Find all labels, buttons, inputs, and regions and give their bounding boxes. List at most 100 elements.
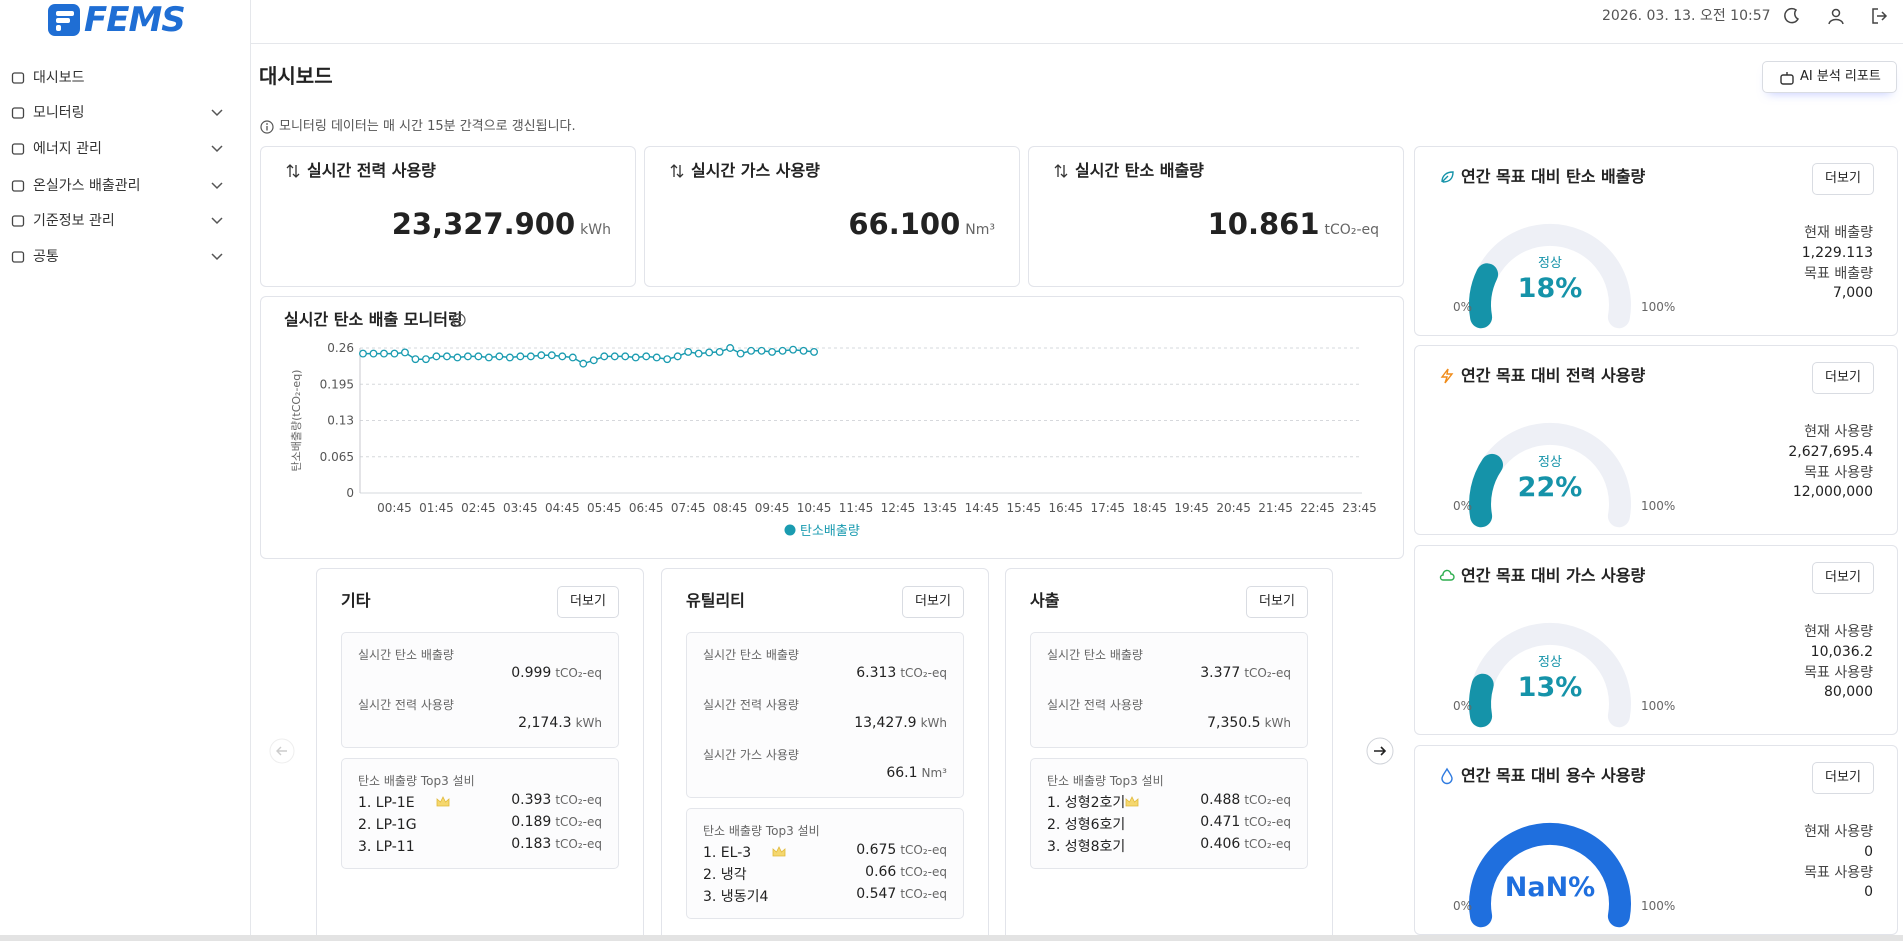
crown-icon (772, 846, 786, 857)
top3-value-row: 0.471 tCO₂-eq (1200, 814, 1291, 836)
metric-value: 3.377 (1200, 665, 1241, 681)
goal-icon (1440, 368, 1454, 384)
zone-metrics: 실시간 탄소 배출량 3.377 tCO₂-eq 실시간 전력 사용량 7,350.5 k… (1030, 632, 1308, 748)
zone-top3: 탄소 배출량 Top3 설비 1. EL-3 0.675 tCO₂-eq 2. 냉각 0.… (686, 808, 964, 919)
data-point (526, 352, 535, 361)
menu-chevron-part (211, 182, 223, 190)
chart-card (260, 296, 1404, 559)
goal-current-label: 현재 사용량 (1804, 823, 1873, 840)
top3-unit: tCO₂-eq (1244, 837, 1291, 851)
ai-report-label[interactable]: AI 분석 리포트 (1800, 69, 1881, 85)
gauge-status: 정상 (1538, 455, 1562, 470)
kpi-unit: tCO₂-eq (1324, 222, 1379, 238)
goal-current-label: 현재 사용량 (1804, 423, 1873, 440)
goal-current: 1,229.113 (1801, 244, 1873, 261)
goal-more-button[interactable]: 더보기 (1812, 163, 1874, 195)
info-icon (260, 120, 274, 134)
header-datetime: 2026. 03. 13. 오전 10:57 (1602, 7, 1771, 24)
kpi-card: 실시간 가스 사용량 66.100 Nm³ (644, 146, 1020, 287)
menu-item[interactable]: 온실가스 배출관리 (33, 177, 141, 194)
menu-chevron (211, 182, 223, 190)
gauge-track (1469, 822, 1631, 928)
top3-value: 0.471 (1200, 814, 1241, 830)
data-point (621, 352, 630, 361)
logo-icon (48, 4, 80, 36)
top3-name: 3. LP-11 (358, 838, 415, 855)
top3-value: 0.547 (856, 886, 897, 902)
data-point (652, 353, 661, 362)
data-point (380, 349, 388, 358)
kpi-card: 실시간 탄소 배출량 10.861 tCO₂-eq (1028, 146, 1404, 287)
x-tick-label: 04:45 (545, 501, 580, 515)
data-point (474, 352, 483, 361)
zone-more-button[interactable]: 더보기 (1246, 586, 1308, 618)
top3-value: 0.393 (511, 792, 552, 808)
menu-item[interactable]: 대시보드 (33, 69, 85, 86)
goal-current: 0 (1864, 843, 1873, 860)
gauge-value (1469, 263, 1499, 329)
goal-more-button[interactable]: 더보기 (1812, 562, 1874, 594)
menu-item[interactable]: 공통 (33, 248, 59, 265)
goal-icon-part (1439, 569, 1455, 581)
carousel-prev (269, 738, 295, 764)
data-point (568, 353, 577, 362)
legend-label: 탄소배출량 (800, 524, 860, 539)
goal-more-button[interactable]: 더보기 (1812, 762, 1874, 794)
gauge-max: 100% (1641, 699, 1675, 713)
data-point (558, 352, 567, 361)
metric-label: 실시간 탄소 배출량 (358, 648, 454, 662)
info-icon-part (266, 123, 268, 125)
top3-value-row: 0.675 tCO₂-eq (856, 842, 947, 864)
goal-more-button[interactable]: 더보기 (1812, 362, 1874, 394)
menu-chevron-part (211, 109, 223, 117)
metric-value: 6.313 (856, 665, 897, 681)
zone-more-button[interactable]: 더보기 (557, 586, 619, 618)
theme-toggle-part (1784, 7, 1800, 24)
data-point (505, 353, 514, 362)
zone-more-button[interactable]: 더보기 (902, 586, 964, 618)
y-axis-title: 탄소배출량(tCO₂-eq) (290, 370, 303, 472)
data-point (673, 352, 682, 361)
metric-unit: kWh (575, 716, 602, 730)
menu-chevron (211, 253, 223, 261)
gauge-min: 0% (1453, 699, 1472, 713)
goal-icon-part (1440, 368, 1454, 384)
user-button-part (1828, 18, 1844, 25)
crown-icon (1125, 796, 1139, 807)
gauge: 정상 22% 0% 100% (1453, 422, 1675, 528)
x-tick-label: 23:45 (1342, 501, 1377, 515)
gauge-percent: 13% (1518, 672, 1583, 703)
menu-item[interactable]: 모니터링 (33, 104, 85, 121)
goal-current-label: 현재 사용량 (1804, 623, 1873, 640)
menu-chevron-part (211, 253, 223, 261)
gauge-percent: NaN% (1505, 872, 1595, 903)
data-point (463, 352, 472, 361)
metric-label: 실시간 가스 사용량 (703, 748, 799, 762)
x-tick-label: 00:45 (377, 501, 412, 515)
x-tick-label: 01:45 (419, 501, 454, 515)
logout-button-part (1872, 8, 1888, 24)
data-point (453, 353, 462, 362)
metric-label: 실시간 전력 사용량 (703, 698, 799, 712)
theme-toggle (1784, 7, 1800, 24)
top3-value: 0.675 (856, 842, 897, 858)
menu-item[interactable]: 기준정보 관리 (33, 212, 115, 229)
metric-unit: tCO₂-eq (555, 666, 602, 680)
kpi-icon (286, 164, 300, 178)
crown-icon-part (436, 796, 450, 807)
kpi-icon-part (670, 164, 684, 178)
data-point (589, 356, 598, 365)
goal-card: 연간 목표 대비 전력 사용량 더보기 정상 22% 0% 100% 현재 사용량 2,627… (1414, 345, 1898, 535)
x-tick-label: 21:45 (1258, 501, 1293, 515)
metric-value: 7,350.5 (1207, 715, 1261, 731)
goal-current: 2,627,695.4 (1788, 443, 1873, 460)
kpi-card: 실시간 전력 사용량 23,327.900 kWh (260, 146, 636, 287)
ai-report-button[interactable]: AI 분석 리포트 (1762, 61, 1897, 93)
chart-title: 실시간 탄소 배출 모니터링 (284, 310, 463, 329)
header (251, 0, 1903, 44)
zone-top3: 탄소 배출량 Top3 설비 1. 성형2호기 0.488 tCO₂-eq 2. 성형6… (1030, 758, 1308, 869)
menu-item[interactable]: 에너지 관리 (33, 140, 102, 157)
zone-name: 유틸리티 (686, 591, 745, 610)
x-tick-label: 12:45 (881, 501, 916, 515)
